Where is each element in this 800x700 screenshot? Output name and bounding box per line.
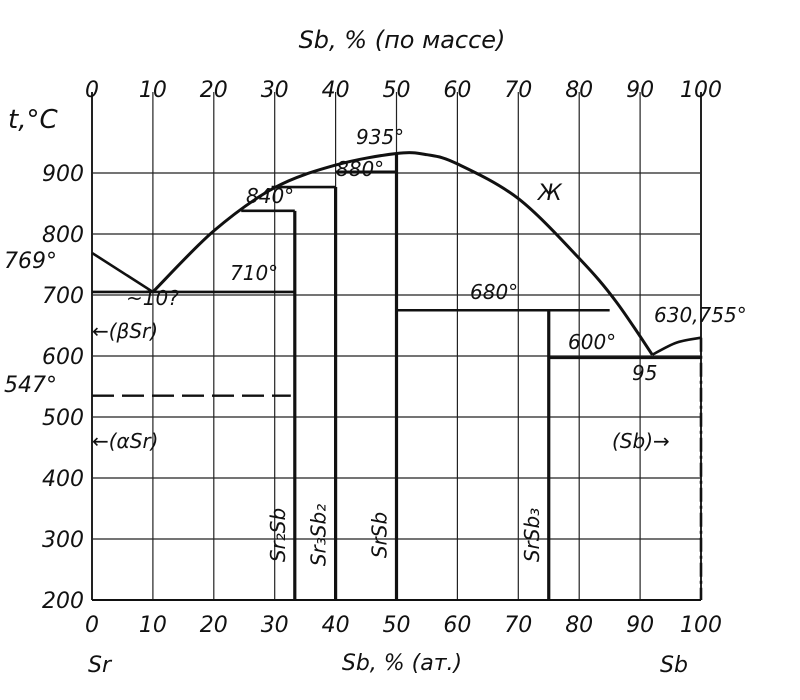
top-tick-label: 40 (322, 78, 350, 103)
compound-label: SrSb₃ (520, 508, 544, 562)
y-tick-label: 200 (42, 589, 84, 614)
top-tick-label: 20 (200, 78, 228, 103)
top-tick-label: 80 (565, 78, 593, 103)
top-axis-label: Sb, % (по массе) (299, 26, 506, 54)
top-tick-label: 50 (383, 78, 411, 103)
phase-lines (91, 151, 703, 600)
right-element-label: Sb (660, 653, 688, 678)
top-tick-label: 0 (85, 78, 99, 103)
compound-label: Sr₂Sb (266, 508, 290, 562)
y-tick-label: 600 (42, 345, 84, 370)
eutectic-left-composition: ~10? (126, 286, 179, 310)
temp-600: 600° (568, 330, 616, 354)
liquid-label: Ж (536, 181, 563, 206)
top-tick-label: 10 (139, 78, 167, 103)
top-tick-label: 90 (626, 78, 654, 103)
y-tick-label: 500 (42, 406, 84, 431)
bottom-tick-label: 50 (383, 613, 411, 638)
temp-sb-melt: 630,755° (654, 303, 747, 327)
bottom-axis-label: Sb, % (ат.) (342, 651, 462, 676)
temp-680: 680° (470, 280, 518, 304)
temp-710: 710° (230, 261, 278, 285)
temp-880: 880° (336, 157, 384, 181)
bottom-tick-label: 40 (322, 613, 350, 638)
bottom-tick-label: 0 (85, 613, 99, 638)
liquidus-sb-branch (651, 336, 702, 356)
phase-beta-sr: ←(βSr) (92, 319, 158, 343)
y-tick-label: 400 (42, 467, 84, 492)
left-element-label: Sr (88, 653, 113, 678)
top-tick-label: 30 (261, 78, 289, 103)
y-tick-label: 800 (42, 223, 84, 248)
y-tick-label: 300 (42, 528, 84, 553)
top-tick-label: 70 (504, 78, 532, 103)
compound-label: SrSb (368, 512, 392, 558)
bottom-tick-label: 70 (504, 613, 532, 638)
temp-840: 840° (246, 184, 294, 208)
y-tick-label: 900 (42, 162, 84, 187)
compound-label: Sr₃Sb₂ (307, 504, 331, 566)
bottom-tick-label: 90 (626, 613, 654, 638)
y-tick-label: 700 (42, 284, 84, 309)
top-tick-label: 100 (680, 78, 722, 103)
top-tick-label: 60 (443, 78, 471, 103)
bottom-tick-label: 20 (200, 613, 228, 638)
temp-sr-melt: 769° (4, 249, 57, 274)
eutectic-right-composition: 95 (632, 361, 657, 385)
liquidus-sr-branch (91, 251, 154, 294)
temp-max: 935° (356, 125, 404, 149)
bottom-tick-label: 80 (565, 613, 593, 638)
bottom-tick-label: 30 (261, 613, 289, 638)
phase-sb-solid: (Sb)→ (612, 429, 670, 453)
temp-sr-transition: 547° (4, 373, 57, 398)
phase-alpha-sr: ←(αSr) (92, 429, 158, 453)
bottom-tick-label: 100 (680, 613, 722, 638)
liquidus-main-dome (151, 151, 654, 356)
bottom-tick-label: 10 (139, 613, 167, 638)
y-axis-label: t,°C (8, 105, 58, 135)
bottom-tick-label: 60 (443, 613, 471, 638)
